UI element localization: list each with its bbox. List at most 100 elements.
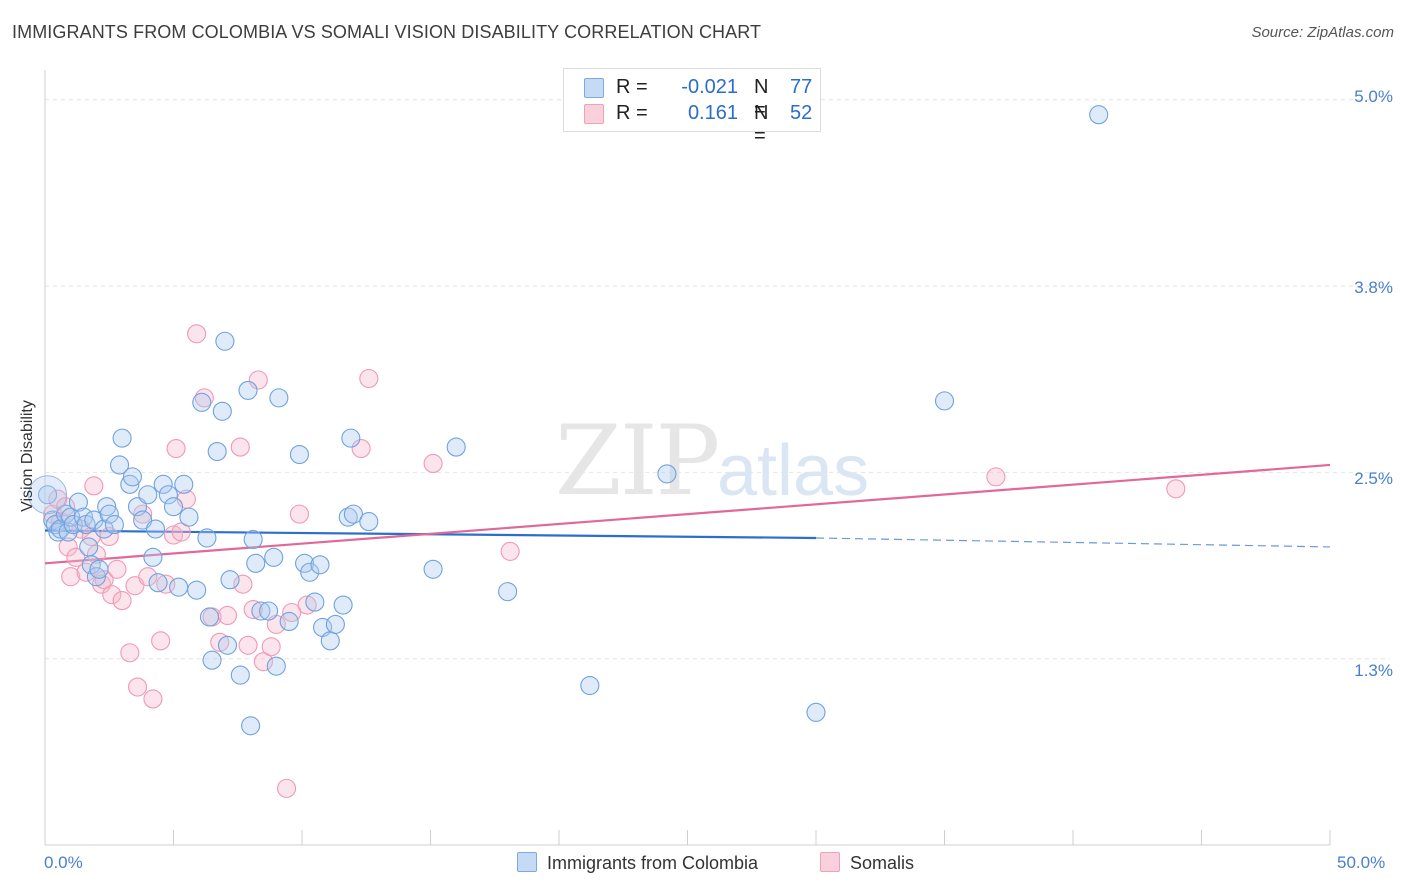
somalis-point	[248, 370, 268, 390]
somalis-point	[84, 476, 104, 496]
y-tick-label: 1.3%	[1354, 661, 1393, 680]
colombia-point	[343, 504, 363, 524]
legend-r-value: -0.021	[681, 76, 738, 98]
colombia-point	[169, 577, 189, 597]
somalis-point	[151, 631, 171, 651]
watermark-atlas: atlas	[717, 431, 870, 511]
legend-r-label: R =	[616, 102, 648, 124]
somalis-point	[107, 559, 127, 579]
colombia-point	[122, 467, 142, 487]
colombia-point	[38, 485, 58, 505]
colombia-point	[279, 611, 299, 631]
somalis-point	[138, 567, 158, 587]
somalis-point	[277, 778, 297, 798]
colombia-point	[202, 650, 222, 670]
colombia-point	[359, 512, 379, 532]
colombia-point	[325, 614, 345, 634]
legend-r-value: 0.161	[687, 102, 738, 124]
x-tick-label: 0.0%	[44, 853, 83, 872]
colombia-point	[143, 547, 163, 567]
colombia-point	[174, 474, 194, 494]
somalis-point	[1166, 479, 1186, 499]
colombia-point	[333, 595, 353, 615]
chart-title: IMMIGRANTS FROM COLOMBIA VS SOMALI VISIO…	[12, 22, 762, 42]
colombia-point	[197, 528, 217, 548]
colombia-point	[341, 428, 361, 448]
legend-n-label: N =	[754, 102, 769, 147]
x-tick-label: 50.0%	[1337, 853, 1386, 872]
somalis-point	[500, 541, 520, 561]
colombia-point	[207, 441, 227, 462]
somalis-point	[61, 567, 81, 587]
colombia-point	[153, 474, 173, 494]
colombia-point	[295, 553, 315, 573]
colombia-point	[934, 391, 955, 411]
colombia-point	[230, 665, 250, 685]
colombia-point	[310, 555, 330, 575]
y-axis-label: Vision Disability	[19, 400, 36, 512]
legend-n-value: 77	[790, 76, 813, 98]
y-tick-label: 2.5%	[1354, 469, 1393, 488]
colombia-point	[238, 380, 258, 400]
colombia-point	[269, 388, 289, 408]
colombia-point	[89, 559, 109, 579]
colombia-point	[320, 631, 340, 651]
colombia-point	[94, 519, 114, 539]
somalis-point	[120, 643, 140, 663]
somalis-point	[253, 652, 274, 672]
watermark-zip: ZIP	[555, 405, 720, 517]
somalis-point	[112, 591, 132, 611]
colombia-point	[243, 529, 263, 550]
colombia-point	[446, 437, 466, 457]
somalis-point	[423, 453, 443, 474]
colombia-point	[212, 401, 232, 421]
colombia-point	[266, 656, 286, 676]
colombia-point	[187, 580, 207, 600]
somalis-point	[289, 504, 309, 524]
colombia-point	[145, 519, 166, 539]
colombia-point	[423, 559, 443, 579]
trend-lines	[44, 463, 1331, 565]
somalis-point	[297, 595, 317, 615]
legend-label: Somalis	[850, 853, 915, 873]
somalis-point	[127, 677, 148, 697]
somalis-point	[351, 439, 371, 459]
colombia-point	[338, 507, 358, 527]
colombia-point	[300, 562, 320, 582]
somalis-point	[171, 522, 191, 542]
colombia-point	[99, 504, 119, 524]
colombia-point	[138, 485, 158, 505]
colombia-point	[68, 492, 88, 512]
somalis-point	[243, 599, 263, 620]
colombia-point	[241, 716, 261, 736]
legend-swatch	[517, 852, 537, 872]
colombia-point	[104, 515, 124, 535]
somalis-point	[261, 637, 281, 657]
somalis-point	[210, 632, 230, 652]
colombia-point	[109, 455, 130, 475]
colombia-point	[498, 582, 518, 602]
colombia-point	[97, 497, 117, 517]
colombia-point	[192, 392, 212, 412]
colombia-point	[215, 331, 235, 351]
colombia-point	[246, 553, 266, 573]
colombia-point	[657, 464, 677, 484]
somalis-point	[102, 585, 122, 605]
colombia-point	[86, 567, 106, 587]
colombia-point	[217, 635, 238, 655]
colombia-point	[220, 570, 240, 590]
axes	[44, 70, 1331, 846]
colombia-point	[163, 497, 184, 517]
legend-n-value: 52	[790, 102, 813, 124]
gridlines	[45, 99, 1390, 660]
somalis-point	[359, 368, 379, 389]
colombia-point	[289, 444, 309, 465]
colombia-point	[251, 601, 271, 621]
somalis-point	[166, 439, 186, 459]
y-tick-label: 3.8%	[1354, 278, 1393, 297]
somalis-point	[238, 635, 258, 655]
colombia-point	[305, 592, 325, 612]
legend-label: Immigrants from Colombia	[547, 853, 759, 873]
legend-n-label: N =	[754, 76, 769, 121]
